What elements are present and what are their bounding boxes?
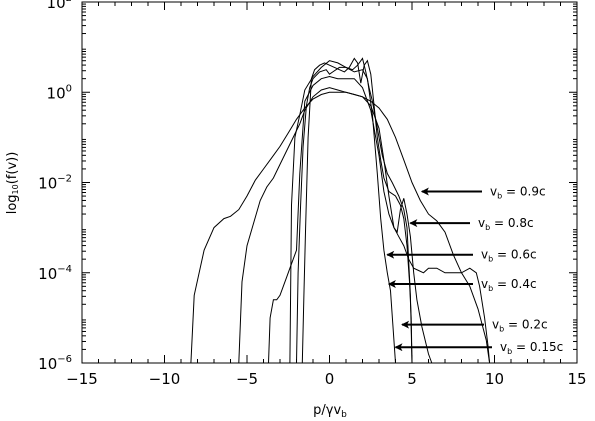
- x-axis-label: p/γvb: [313, 403, 347, 420]
- axis-ticks: −15 −10 −5 0 5 10 15 102 100 10−2 10−4 10−6: [38, 0, 586, 388]
- y-axis-label: log10(f(v)): [5, 152, 20, 215]
- series-line-1: [238, 87, 433, 364]
- annotation-label: vb = 0.4c: [481, 277, 537, 293]
- y-tick-label: 10−6: [38, 354, 72, 373]
- x-tick-label: −10: [149, 370, 181, 388]
- annotation-label: vb = 0.15c: [500, 340, 563, 356]
- series-line-2: [268, 75, 491, 364]
- annotation-label: vb = 0.9c: [490, 185, 546, 201]
- curves: [190, 57, 491, 364]
- y-tick-label: 102: [47, 0, 72, 12]
- x-tick-label: 15: [567, 370, 586, 388]
- plot-frame: [81, 1, 578, 364]
- annotation-label: vb = 0.8c: [478, 216, 534, 232]
- annotation-label: vb = 0.2c: [492, 318, 548, 334]
- x-tick-label: 5: [407, 370, 417, 388]
- annotation-label: vb = 0.6c: [481, 248, 537, 264]
- x-tick-label: 0: [325, 370, 335, 388]
- series-line-5: [296, 57, 413, 364]
- series-line-3: [289, 60, 396, 364]
- x-tick-label: −15: [66, 370, 98, 388]
- y-tick-label: 100: [47, 83, 72, 102]
- y-tick-label: 10−2: [38, 174, 72, 193]
- x-tick-label: −5: [236, 370, 258, 388]
- series-line-0: [190, 91, 491, 364]
- annotations: vb = 0.9c vb = 0.8c vb = 0.6c vb = 0.4c vb =…: [386, 185, 563, 356]
- series-line-4: [301, 57, 413, 364]
- y-tick-label: 10−4: [38, 264, 72, 283]
- x-tick-label: 10: [485, 370, 504, 388]
